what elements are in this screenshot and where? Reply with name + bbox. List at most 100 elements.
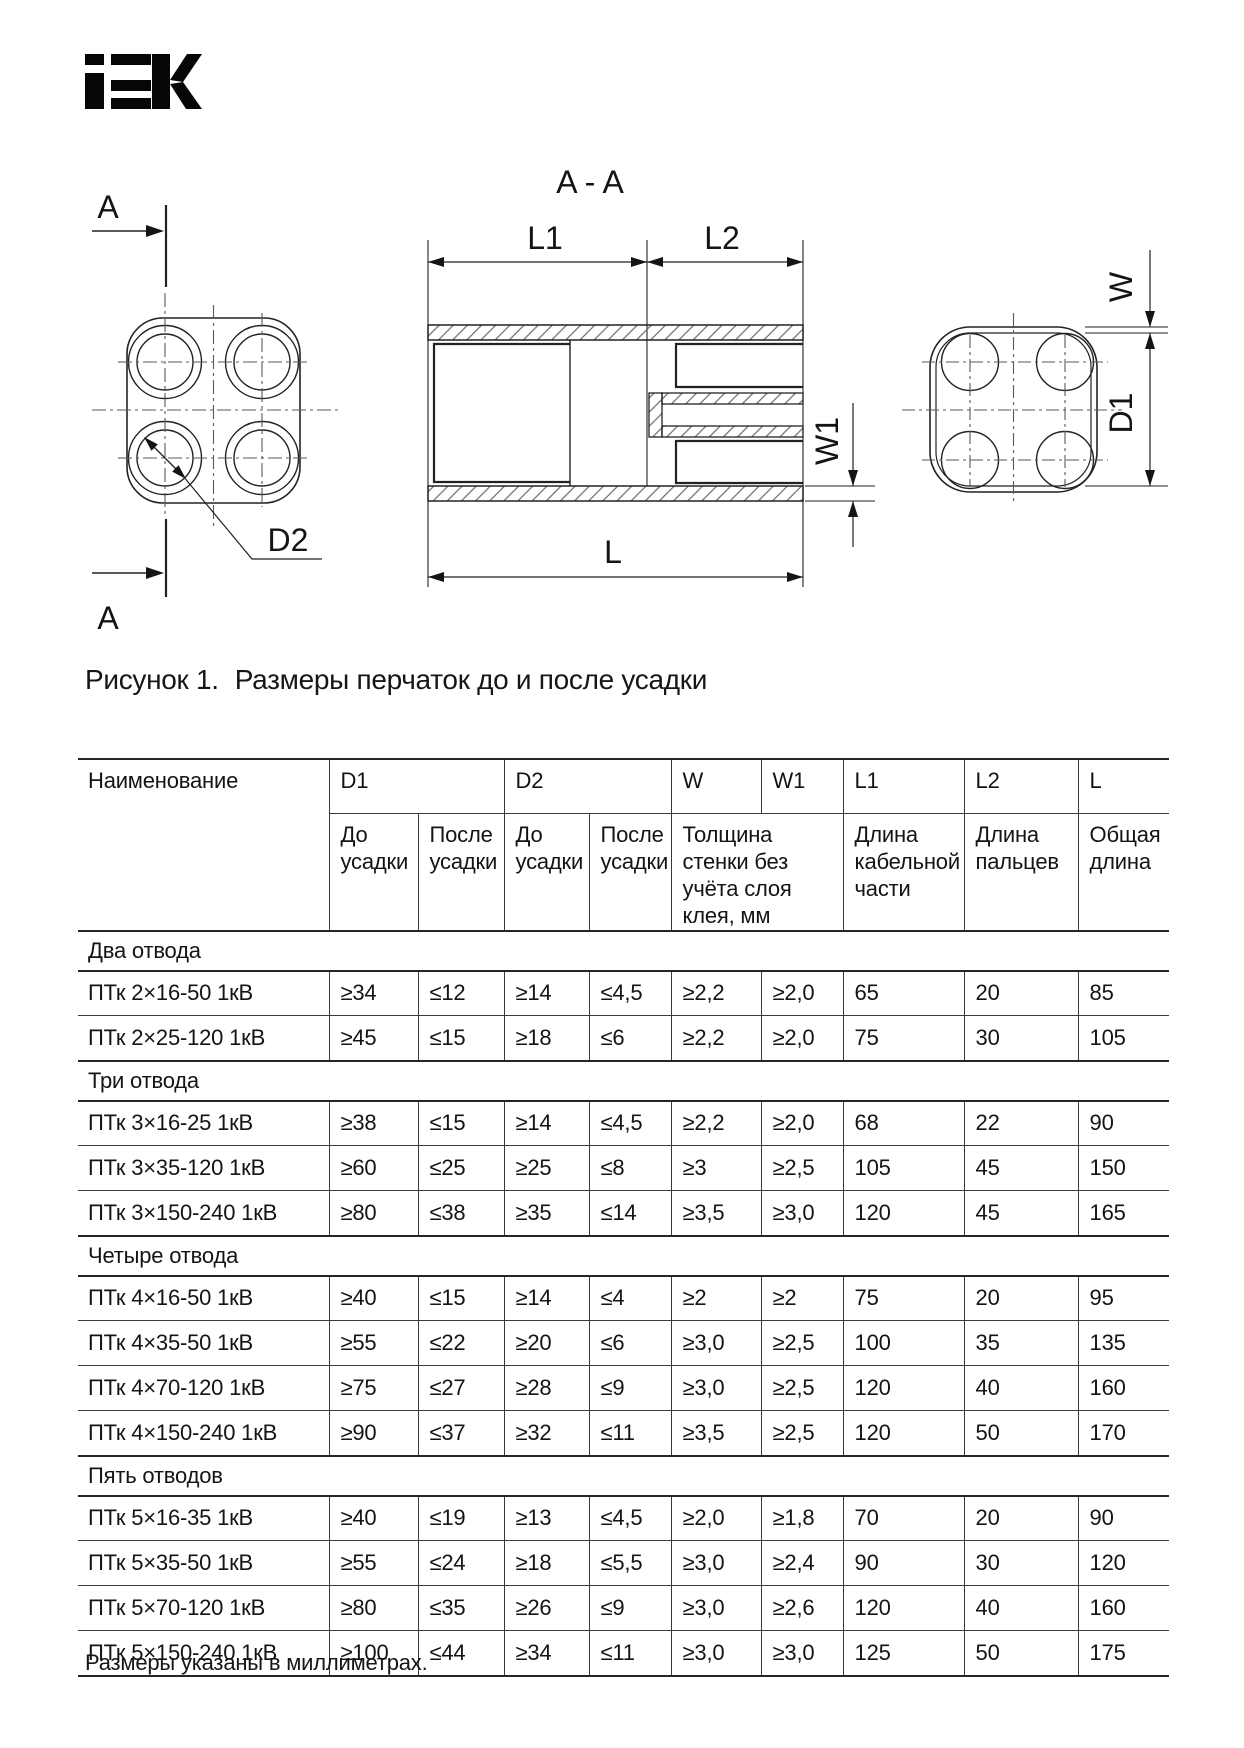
value-cell: ≤12: [417, 970, 505, 1017]
value-cell: ≥55: [328, 1540, 419, 1587]
dim-label-d1: D1: [1103, 393, 1139, 434]
product-name-cell: ПТк 3×150-240 1кВ: [78, 1190, 330, 1237]
value-cell: ≤19: [417, 1495, 505, 1542]
subheader-d1-after: После усадки: [417, 812, 505, 932]
spec-table: Наименование D1 D2 W W1 L1 L2 L До усадк…: [78, 758, 1170, 1677]
value-cell: 68: [842, 1100, 965, 1147]
value-cell: 120: [1077, 1540, 1170, 1587]
value-cell: ≥2,4: [760, 1540, 844, 1587]
figure-number: Рисунок 1.: [85, 664, 219, 695]
product-name-cell: ПТк 3×16-25 1кВ: [78, 1100, 330, 1147]
value-cell: ≥3,0: [760, 1190, 844, 1237]
value-cell: 20: [963, 970, 1079, 1017]
value-cell: ≤9: [588, 1365, 672, 1412]
value-cell: 160: [1077, 1585, 1170, 1632]
value-cell: 165: [1077, 1190, 1170, 1237]
value-cell: ≥75: [328, 1365, 419, 1412]
value-cell: ≤9: [588, 1585, 672, 1632]
value-cell: 30: [963, 1540, 1079, 1587]
subheader-d1-before: До усадки: [328, 812, 419, 932]
product-name-cell: ПТк 5×35-50 1кВ: [78, 1540, 330, 1587]
table-row: ПТк 5×35-50 1кВ ≥55 ≤24 ≥18 ≤5,5 ≥3,0 ≥2,4 90 30…: [78, 1540, 1170, 1587]
col-header-w1: W1: [760, 758, 844, 814]
value-cell: 50: [963, 1630, 1079, 1677]
value-cell: ≤15: [417, 1015, 505, 1062]
table-row: ПТк 4×35-50 1кВ ≥55 ≤22 ≥20 ≤6 ≥3,0 ≥2,5 100 35 1…: [78, 1320, 1170, 1367]
value-cell: ≤4,5: [588, 1495, 672, 1542]
value-cell: 90: [1077, 1100, 1170, 1147]
product-name-cell: ПТк 4×35-50 1кВ: [78, 1320, 330, 1367]
value-cell: 95: [1077, 1275, 1170, 1322]
value-cell: ≥55: [328, 1320, 419, 1367]
value-cell: ≥14: [503, 1100, 590, 1147]
value-cell: 20: [963, 1275, 1079, 1322]
col-header-l1: L1: [842, 758, 965, 814]
value-cell: 30: [963, 1015, 1079, 1062]
value-cell: ≥2: [760, 1275, 844, 1322]
view-title: A - A: [556, 164, 624, 200]
value-cell: ≥35: [503, 1190, 590, 1237]
value-cell: ≥25: [503, 1145, 590, 1192]
value-cell: ≥2,2: [670, 1015, 762, 1062]
value-cell: ≥3,0: [670, 1320, 762, 1367]
section-title: Три отвода: [78, 1059, 1170, 1102]
value-cell: ≥90: [328, 1410, 419, 1457]
value-cell: 175: [1077, 1630, 1170, 1677]
value-cell: ≥34: [328, 970, 419, 1017]
product-name-cell: ПТк 4×16-50 1кВ: [78, 1275, 330, 1322]
table-row: ПТк 5×150-240 1кВ ≥100 ≤44 ≥34 ≤11 ≥3,0 ≥3,0 12…: [78, 1630, 1170, 1677]
value-cell: ≥3,5: [670, 1410, 762, 1457]
value-cell: ≥18: [503, 1540, 590, 1587]
value-cell: ≤8: [588, 1145, 672, 1192]
value-cell: 120: [842, 1585, 965, 1632]
value-cell: ≤6: [588, 1015, 672, 1062]
value-cell: ≥2,5: [760, 1320, 844, 1367]
dim-label-l: L: [604, 534, 622, 570]
section-row: Пять отводов: [78, 1454, 1170, 1497]
value-cell: ≥14: [503, 1275, 590, 1322]
value-cell: 120: [842, 1190, 965, 1237]
section-label-top: A: [97, 189, 119, 225]
value-cell: ≤35: [417, 1585, 505, 1632]
value-cell: ≤25: [417, 1145, 505, 1192]
value-cell: ≥2,5: [760, 1365, 844, 1412]
value-cell: ≤11: [588, 1630, 672, 1677]
value-cell: ≥28: [503, 1365, 590, 1412]
value-cell: 90: [842, 1540, 965, 1587]
value-cell: 125: [842, 1630, 965, 1677]
subheader-cable-length: Длина кабельной части: [842, 812, 965, 932]
dim-label-w: W: [1103, 271, 1139, 302]
section-label-bottom: A: [97, 600, 119, 636]
value-cell: ≥1,8: [760, 1495, 844, 1542]
value-cell: 45: [963, 1190, 1079, 1237]
value-cell: ≥38: [328, 1100, 419, 1147]
value-cell: 40: [963, 1365, 1079, 1412]
col-header-w: W: [670, 758, 762, 814]
subheader-d2-before: До усадки: [503, 812, 590, 932]
value-cell: ≥45: [328, 1015, 419, 1062]
section-title: Пять отводов: [78, 1454, 1170, 1497]
product-name-cell: ПТк 5×16-35 1кВ: [78, 1495, 330, 1542]
value-cell: ≥34: [503, 1630, 590, 1677]
table-row: ПТк 3×35-120 1кВ ≥60 ≤25 ≥25 ≤8 ≥3 ≥2,5 105 45 15…: [78, 1145, 1170, 1192]
value-cell: ≤24: [417, 1540, 505, 1587]
table-row: ПТк 2×16-50 1кВ ≥34 ≤12 ≥14 ≤4,5 ≥2,2 ≥2,0 65 20…: [78, 970, 1170, 1017]
section-row: Четыре отвода: [78, 1234, 1170, 1277]
value-cell: ≥2,0: [760, 1015, 844, 1062]
value-cell: 160: [1077, 1365, 1170, 1412]
subheader-d2-after: После усадки: [588, 812, 672, 932]
value-cell: 45: [963, 1145, 1079, 1192]
value-cell: ≤6: [588, 1320, 672, 1367]
section-row: Два отвода: [78, 929, 1170, 972]
value-cell: ≥40: [328, 1495, 419, 1542]
value-cell: 105: [1077, 1015, 1170, 1062]
value-cell: ≥2: [670, 1275, 762, 1322]
left-end-view: [92, 205, 340, 597]
right-end-view: [902, 250, 1168, 505]
spec-table-body: Два отвода ПТк 2×16-50 1кВ ≥34 ≤12 ≥14 ≤4,5 ≥2…: [78, 929, 1170, 1677]
value-cell: 120: [842, 1365, 965, 1412]
product-name-cell: ПТк 4×150-240 1кВ: [78, 1410, 330, 1457]
value-cell: 120: [842, 1410, 965, 1457]
value-cell: 20: [963, 1495, 1079, 1542]
value-cell: ≥100: [328, 1630, 419, 1677]
